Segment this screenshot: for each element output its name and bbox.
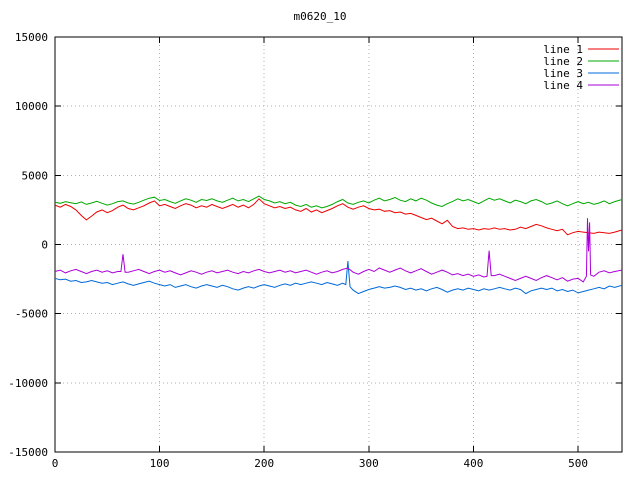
gridlines: [55, 37, 622, 452]
legend-label-3: line 3: [543, 67, 583, 80]
series-line-3: [54, 261, 623, 295]
y-tick-label: 10000: [15, 100, 48, 113]
axes-and-ticks: [54, 36, 623, 453]
plot-border: [54, 36, 623, 453]
data-series: [54, 195, 623, 295]
y-tick-label: 0: [41, 239, 48, 252]
y-tick-label: -15000: [8, 446, 48, 459]
axis-tick-labels: 0 100 200 300 400 500 -15000 -10000 -5000 0 5000 10…: [8, 31, 588, 470]
y-tick-label: -10000: [8, 377, 48, 390]
series-line-4: [54, 218, 623, 283]
chart-title: m0620_10: [294, 10, 347, 23]
x-tick-label: 500: [568, 457, 588, 470]
legend-label-2: line 2: [543, 55, 583, 68]
x-tick-label: 100: [150, 457, 170, 470]
x-tick-label: 300: [359, 457, 379, 470]
x-tick-label: 200: [254, 457, 274, 470]
legend-label-1: line 1: [543, 43, 583, 56]
x-tick-label: 0: [52, 457, 59, 470]
y-tick-label: -5000: [15, 308, 48, 321]
y-tick-label: 15000: [15, 31, 48, 44]
x-tick-label: 400: [464, 457, 484, 470]
series-line-1: [54, 198, 623, 236]
series-line-2: [54, 195, 623, 209]
y-tick-label: 5000: [22, 169, 49, 182]
legend-label-4: line 4: [543, 79, 583, 92]
